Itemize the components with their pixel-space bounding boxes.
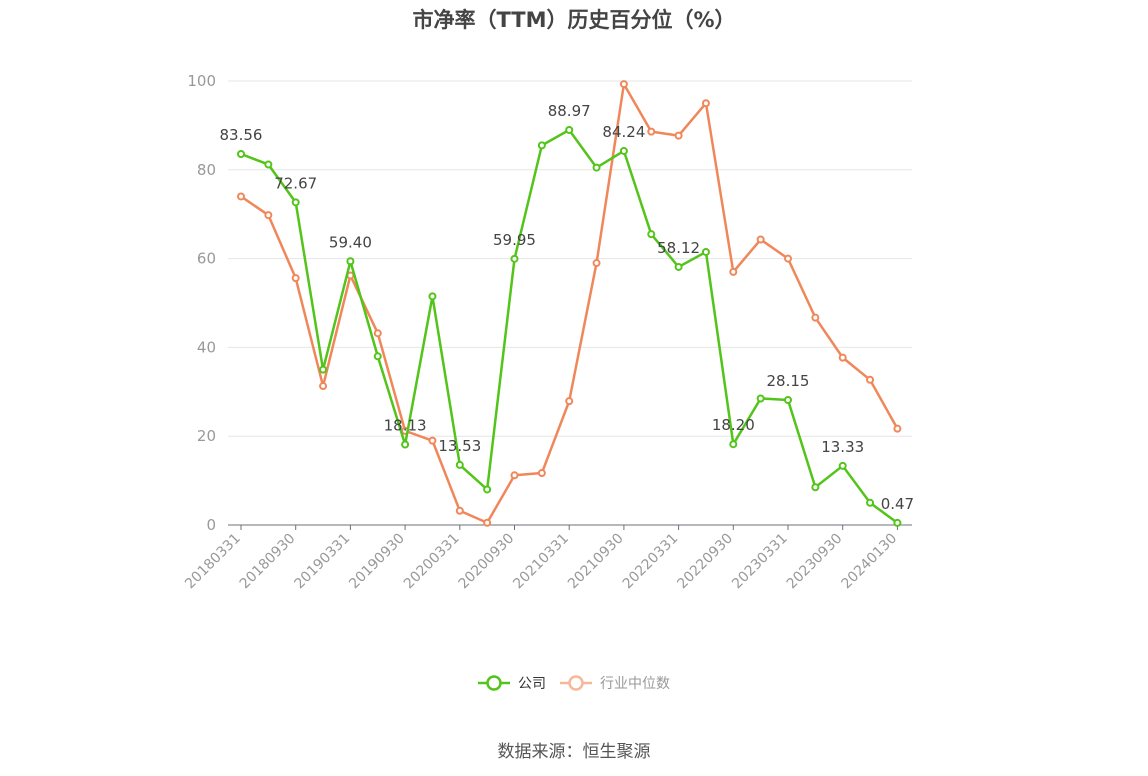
data-point-company	[428, 292, 437, 301]
data-label: 18.13	[384, 417, 427, 435]
y-tick-label: 60	[197, 250, 216, 268]
chart-title: 市净率（TTM）历史百分位（%）	[412, 8, 736, 32]
x-tick-label: 20200930	[456, 531, 518, 593]
data-label: 83.56	[220, 126, 263, 144]
data-label: 58.12	[657, 239, 700, 257]
data-point-company	[510, 254, 519, 263]
data-label: 88.97	[548, 102, 591, 120]
y-tick-label: 100	[187, 72, 216, 90]
data-point-industry	[784, 254, 792, 263]
data-label: 59.40	[329, 233, 372, 251]
data-point-industry	[674, 131, 683, 140]
data-point-industry	[647, 127, 656, 136]
data-point-industry	[893, 424, 902, 433]
data-point-company	[647, 230, 656, 239]
legend-label-company: 公司	[518, 676, 546, 692]
data-point-industry	[264, 211, 273, 220]
data-label: 72.67	[274, 174, 317, 192]
legend-item-industry[interactable]: 行业中位数	[560, 672, 670, 694]
data-point-company	[537, 141, 546, 150]
data-point-company	[756, 394, 765, 403]
data-point-industry	[838, 353, 847, 362]
legend-label-industry: 行业中位数	[600, 676, 670, 692]
x-tick-label: 20210331	[510, 531, 572, 593]
data-point-industry	[291, 274, 300, 283]
data-label: 28.15	[767, 372, 810, 390]
data-point-company	[319, 365, 328, 374]
x-tick-label: 20240130	[839, 531, 901, 593]
x-tick-label: 20210930	[565, 531, 627, 593]
data-label: 13.33	[821, 438, 864, 456]
data-point-industry	[701, 99, 710, 108]
data-label: 18.20	[712, 416, 755, 434]
chart-area: 0 20 40 60 80 100 2018033120180930201903312019…	[182, 72, 914, 593]
data-label: 84.24	[602, 123, 645, 141]
y-tick-label: 0	[206, 516, 216, 534]
data-point-industry	[483, 518, 492, 527]
legend-symbol-company	[478, 675, 510, 691]
data-point-industry	[866, 375, 875, 384]
data-point-industry	[537, 469, 546, 478]
data-point-company	[373, 352, 382, 361]
data-point-company	[619, 146, 628, 155]
legend-symbol-industry	[560, 675, 592, 691]
data-point-company	[264, 160, 273, 169]
data-label: 13.53	[438, 437, 481, 455]
data-point-company	[811, 483, 820, 492]
y-tick-label: 20	[197, 427, 216, 445]
x-tick-label: 20200331	[401, 531, 463, 593]
data-point-company	[838, 461, 847, 470]
data-point-company	[455, 460, 464, 469]
data-point-company	[565, 125, 574, 134]
data-point-company	[893, 518, 902, 527]
data-source: 数据来源：恒生聚源	[497, 742, 651, 762]
data-point-industry	[510, 471, 519, 480]
data-point-company	[866, 498, 875, 507]
data-point-industry	[428, 436, 437, 445]
y-tick-label: 40	[197, 338, 216, 356]
x-tick-label: 20220331	[620, 531, 682, 593]
x-tick-label: 20230331	[729, 531, 791, 593]
x-tick-label: 20180930	[237, 531, 299, 593]
data-point-company	[346, 257, 355, 266]
data-point-industry	[319, 382, 328, 391]
y-tick-label: 80	[197, 161, 216, 179]
data-point-company	[784, 396, 792, 405]
data-point-company	[701, 247, 710, 256]
data-point-industry	[811, 313, 820, 322]
data-point-industry	[756, 235, 765, 244]
data-point-company	[237, 149, 245, 158]
data-point-company	[729, 440, 738, 449]
data-label: 59.95	[493, 231, 536, 249]
x-tick-label: 20220930	[674, 531, 736, 593]
x-tick-label: 20190331	[292, 531, 354, 593]
legend: 公司 行业中位数	[0, 672, 1148, 694]
x-tick-label: 20180331	[182, 531, 244, 593]
series-line-company	[240, 128, 899, 524]
data-point-industry	[619, 80, 628, 89]
data-point-industry	[565, 397, 574, 406]
data-point-industry	[455, 506, 464, 515]
data-point-industry	[729, 267, 738, 276]
data-point-industry	[237, 192, 245, 201]
data-point-company	[483, 485, 492, 494]
data-label: 0.47	[881, 495, 914, 513]
x-tick-label: 20230930	[784, 531, 846, 593]
legend-item-company[interactable]: 公司	[478, 672, 546, 694]
data-point-company	[674, 262, 683, 271]
data-point-company	[291, 198, 300, 207]
data-point-company	[401, 440, 410, 449]
x-tick-label: 20190930	[346, 531, 408, 593]
data-point-industry	[373, 329, 382, 338]
data-point-industry	[592, 259, 601, 268]
data-point-company	[592, 163, 601, 172]
